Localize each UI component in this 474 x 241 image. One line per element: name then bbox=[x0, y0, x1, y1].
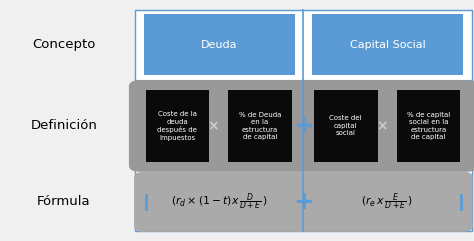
Text: $(r_e\, x\,\frac{E}{D+E}\,)$: $(r_e\, x\,\frac{E}{D+E}\,)$ bbox=[362, 191, 413, 213]
FancyBboxPatch shape bbox=[146, 90, 210, 162]
Text: ×: × bbox=[376, 119, 388, 133]
Text: % de Deuda
en la
estructura
de capital: % de Deuda en la estructura de capital bbox=[239, 112, 281, 140]
Text: ×: × bbox=[208, 119, 219, 133]
Text: Coste de la
deuda
después de
Impuestos: Coste de la deuda después de Impuestos bbox=[157, 111, 197, 141]
FancyBboxPatch shape bbox=[144, 14, 295, 75]
Text: $(r_d \times (1-t)x\,\frac{D}{D+E}\,)$: $(r_d \times (1-t)x\,\frac{D}{D+E}\,)$ bbox=[171, 191, 268, 213]
FancyBboxPatch shape bbox=[129, 80, 474, 172]
FancyBboxPatch shape bbox=[396, 90, 460, 162]
Text: Concepto: Concepto bbox=[32, 38, 96, 51]
FancyBboxPatch shape bbox=[314, 90, 377, 162]
Text: +: + bbox=[293, 190, 314, 214]
Text: % de capital
social en la
estructura
de capital: % de capital social en la estructura de … bbox=[407, 112, 450, 140]
FancyBboxPatch shape bbox=[135, 10, 472, 231]
Text: Coste del
capital
social: Coste del capital social bbox=[329, 115, 362, 136]
Text: Definición: Definición bbox=[30, 120, 98, 132]
Text: +: + bbox=[293, 114, 314, 138]
Text: Fórmula: Fórmula bbox=[37, 195, 91, 208]
Text: Deuda: Deuda bbox=[201, 40, 237, 50]
FancyBboxPatch shape bbox=[312, 14, 463, 75]
FancyBboxPatch shape bbox=[134, 172, 473, 232]
Text: Capital Social: Capital Social bbox=[350, 40, 425, 50]
FancyBboxPatch shape bbox=[228, 90, 292, 162]
